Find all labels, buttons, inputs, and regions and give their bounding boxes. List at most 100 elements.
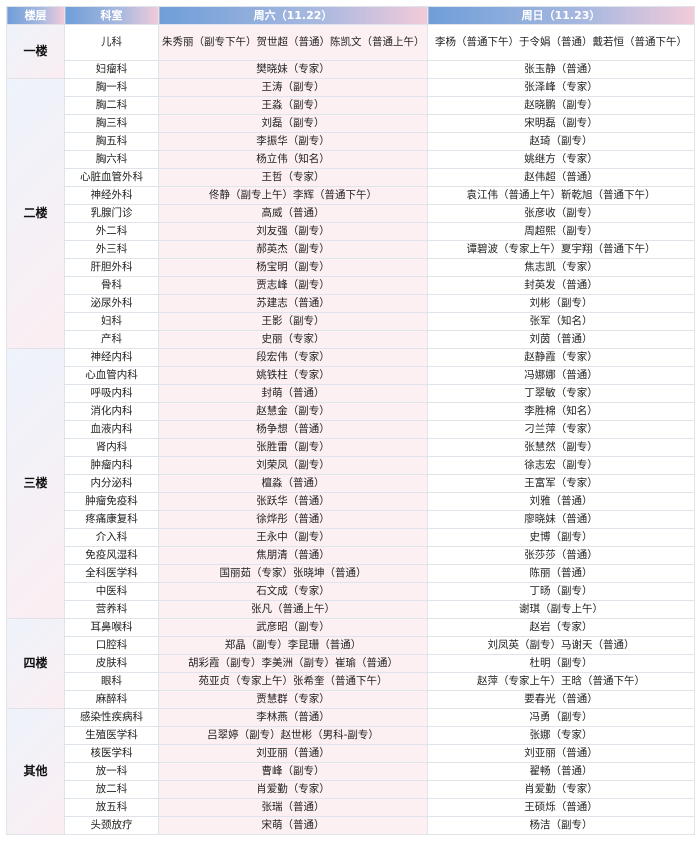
saturday-doctors: 刘友强（副专）: [158, 222, 428, 241]
dept-cell: 介入科: [64, 528, 159, 547]
dept-cell: 胸二科: [64, 96, 159, 115]
table-row: 心血管内科 姚铁柱（专家） 冯娜娜（普通）: [7, 366, 695, 385]
dept-cell: 内分泌科: [64, 474, 159, 493]
dept-cell: 全科医学科: [64, 564, 159, 583]
table-row: 中医科 石文成（专家） 丁旸（副专）: [7, 582, 695, 601]
table-row: 放一科 曹峰（副专） 翟畅（普通）: [7, 762, 695, 781]
sunday-doctors: 赵晓鹏（副专）: [427, 96, 695, 115]
dept-cell: 胸六科: [64, 150, 159, 169]
sunday-doctors: 翟畅（普通）: [427, 762, 695, 781]
saturday-doctors: 焦朋清（普通）: [158, 546, 428, 565]
table-row: 胸六科 杨立伟（知名） 姚继方（专家）: [7, 150, 695, 169]
dept-cell: 口腔科: [64, 636, 159, 655]
dept-cell: 眼科: [64, 672, 159, 691]
table-row: 乳腺门诊 高威（普通） 张彦收（副专）: [7, 204, 695, 223]
saturday-doctors: 王哲（专家）: [158, 168, 428, 187]
table-row: 胸五科 李振华（副专） 赵琦（副专）: [7, 132, 695, 151]
saturday-doctors: 王涛（副专）: [158, 78, 428, 97]
table-row: 肝胆外科 杨宝明（副专） 焦志凯（专家）: [7, 258, 695, 277]
dept-cell: 外二科: [64, 222, 159, 241]
table-row: 眼科 苑亚贞（专家上午）张希奎（普通下午） 赵萍（专家上午）王晗（普通下午）: [7, 672, 695, 691]
dept-cell: 放五科: [64, 798, 159, 817]
table-row: 一楼 儿科 朱秀丽（副专下午）贺世超（普通）陈凯文（普通上午） 李杨（普通下午）于令娟…: [6, 24, 695, 79]
dept-cell: 生殖医学科: [64, 726, 159, 745]
saturday-doctors: 王永中（副专）: [158, 528, 428, 547]
sunday-doctors: 赵琦（副专）: [427, 132, 695, 151]
schedule-table: 楼层 科室 周六（11.22） 周日（11.23） 一楼 儿科 朱秀丽（副专下午）贺…: [6, 6, 695, 835]
saturday-doctors: 苏建志（普通）: [158, 294, 428, 313]
dept-cell: 儿科: [64, 24, 159, 61]
sunday-doctors: 袁江伟（普通上午）靳乾旭（普通下午）: [427, 186, 695, 205]
table-row: 胸三科 刘磊（副专） 宋明磊（副专）: [7, 114, 695, 133]
table-row: 其他 感染性疾病科 李林燕（普通） 冯勇（副专）: [6, 708, 695, 835]
dept-cell: 胸五科: [64, 132, 159, 151]
saturday-doctors: 武彦昭（副专）: [158, 618, 428, 637]
sunday-doctors: 焦志凯（专家）: [427, 258, 695, 277]
dept-cell: 乳腺门诊: [64, 204, 159, 223]
table-row: 免疫风湿科 焦朋清（普通） 张莎莎（普通）: [7, 546, 695, 565]
table-row: 生殖医学科 吕翠婷（副专）赵世彬（男科-副专） 张娜（专家）: [7, 726, 695, 745]
saturday-doctors: 刘磊（副专）: [158, 114, 428, 133]
saturday-doctors: 杨宝明（副专）: [158, 258, 428, 277]
dept-cell: 放一科: [64, 762, 159, 781]
sunday-doctors: 廖晓妹（普通）: [427, 510, 695, 529]
dept-cell: 妇瘤科: [64, 60, 159, 79]
saturday-doctors: 王淼（副专）: [158, 96, 428, 115]
table-row: 四楼 耳鼻喉科 武彦昭（副专） 赵岩（专家）: [6, 618, 695, 709]
dept-cell: 外三科: [64, 240, 159, 259]
saturday-doctors: 胡彩霞（副专）李美洲（副专）崔瑜（普通）: [158, 654, 428, 673]
dept-cell: 心血管内科: [64, 366, 159, 385]
dept-cell: 胸三科: [64, 114, 159, 133]
dept-cell: 肿瘤内科: [64, 456, 159, 475]
sunday-doctors: 赵萍（专家上午）王晗（普通下午）: [427, 672, 695, 691]
saturday-doctors: 肖爱勤（专家）: [158, 780, 428, 799]
sunday-doctors: 李杨（普通下午）于令娟（普通）戴若恒（普通下午）: [427, 24, 695, 61]
dept-cell: 放二科: [64, 780, 159, 799]
dept-cell: 肝胆外科: [64, 258, 159, 277]
saturday-doctors: 杨争想（普通）: [158, 420, 428, 439]
dept-cell: 泌尿外科: [64, 294, 159, 313]
saturday-doctors: 石文成（专家）: [158, 582, 428, 601]
dept-cell: 神经内科: [64, 348, 159, 367]
sunday-doctors: 赵静霞（专家）: [427, 348, 695, 367]
saturday-doctors: 赵慧金（副专）: [158, 402, 428, 421]
table-row: 皮肤科 胡彩霞（副专）李美洲（副专）崔瑜（普通） 杜明（副专）: [7, 654, 695, 673]
dept-cell: 中医科: [64, 582, 159, 601]
dept-cell: 胸一科: [64, 78, 159, 97]
sunday-doctors: 刘彬（副专）: [427, 294, 695, 313]
saturday-doctors: 苑亚贞（专家上午）张希奎（普通下午）: [158, 672, 428, 691]
table-row: 肾内科 张胜雷（副专） 张慧然（副专）: [7, 438, 695, 457]
table-row: 产科 史丽（专家） 刘茵（普通）: [7, 330, 695, 349]
sunday-doctors: 冯娜娜（普通）: [427, 366, 695, 385]
table-row: 泌尿外科 苏建志（普通） 刘彬（副专）: [7, 294, 695, 313]
sunday-doctors: 刘凤英（副专）马谢天（普通）: [427, 636, 695, 655]
table-row: 放二科 肖爱勤（专家） 肖爱勤（专家）: [7, 780, 695, 799]
table-row: 三楼 神经内科 段宏伟（专家） 赵静霞（专家）: [6, 348, 695, 619]
table-row: 血液内科 杨争想（普通） 刁兰萍（专家）: [7, 420, 695, 439]
table-row: 全科医学科 国丽茹（专家）张晓坤（普通） 陈丽（普通）: [7, 564, 695, 583]
table-row: 骨科 贾志峰（副专） 封英发（普通）: [7, 276, 695, 295]
saturday-doctors: 王影（副专）: [158, 312, 428, 331]
saturday-doctors: 李振华（副专）: [158, 132, 428, 151]
saturday-doctors: 贾志峰（副专）: [158, 276, 428, 295]
floor-label: 其他: [6, 708, 65, 835]
sunday-doctors: 张泽峰（专家）: [427, 78, 695, 97]
floor-label: 一楼: [6, 24, 65, 79]
table-row: 口腔科 郑晶（副专）李昆珊（普通） 刘凤英（副专）马谢天（普通）: [7, 636, 695, 655]
sunday-doctors: 刁兰萍（专家）: [427, 420, 695, 439]
sunday-doctors: 周超熙（副专）: [427, 222, 695, 241]
table-row: 疼痛康复科 徐烨彤（普通） 廖晓妹（普通）: [7, 510, 695, 529]
table-row: 放五科 张瑞（普通） 王硕烁（普通）: [7, 798, 695, 817]
sunday-doctors: 张娜（专家）: [427, 726, 695, 745]
sunday-doctors: 姚继方（专家）: [427, 150, 695, 169]
saturday-doctors: 檀淼（普通）: [158, 474, 428, 493]
sunday-doctors: 史博（副专）: [427, 528, 695, 547]
table-row: 外二科 刘友强（副专） 周超熙（副专）: [7, 222, 695, 241]
saturday-doctors: 郑晶（副专）李昆珊（普通）: [158, 636, 428, 655]
sunday-doctors: 谭碧波（专家上午）夏宇翔（普通下午）: [427, 240, 695, 259]
dept-cell: 骨科: [64, 276, 159, 295]
table-row: 呼吸内科 封萌（普通） 丁翠敏（专家）: [7, 384, 695, 403]
table-row: 妇瘤科 樊晓妹（专家） 张玉静（普通）: [7, 60, 695, 79]
saturday-doctors: 封萌（普通）: [158, 384, 428, 403]
dept-cell: 呼吸内科: [64, 384, 159, 403]
